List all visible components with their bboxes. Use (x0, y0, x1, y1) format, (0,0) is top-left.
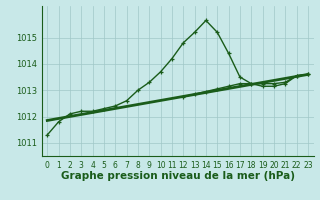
X-axis label: Graphe pression niveau de la mer (hPa): Graphe pression niveau de la mer (hPa) (60, 171, 295, 181)
